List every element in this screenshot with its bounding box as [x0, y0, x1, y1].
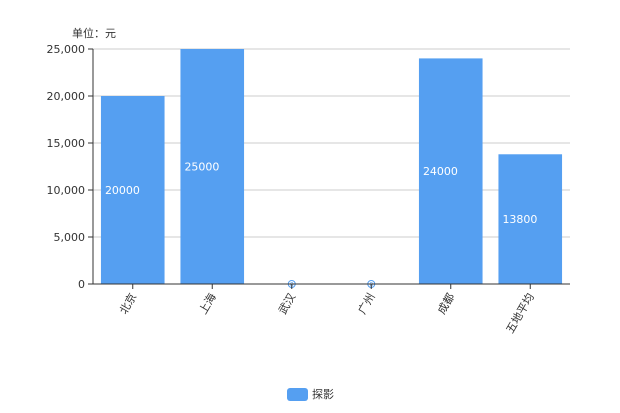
x-tick-label: 上海 — [196, 291, 219, 317]
y-tick-label: 5,000 — [54, 231, 86, 244]
bar-value-label: 20000 — [105, 184, 140, 197]
y-tick-label: 25,000 — [47, 43, 86, 56]
unit-label: 单位：元 — [72, 26, 116, 40]
bar-value-label: 24000 — [423, 165, 458, 178]
x-tick-label: 北京 — [116, 291, 139, 317]
legend[interactable]: 探影 — [287, 388, 334, 401]
y-axis: 0 5,000 10,000 15,000 20,000 25,000 — [47, 43, 94, 291]
x-tick-label: 五地平均 — [504, 291, 537, 336]
y-tick-label: 0 — [78, 278, 85, 291]
bar-value-label: 25000 — [184, 161, 219, 174]
bars: 2000025000002400013800 — [100, 49, 563, 289]
bar[interactable] — [498, 154, 563, 284]
bar[interactable] — [180, 49, 245, 284]
y-tick-label: 10,000 — [47, 184, 86, 197]
x-tick-label: 武汉 — [276, 291, 298, 317]
x-tick-label: 成都 — [435, 291, 457, 317]
bar[interactable] — [418, 58, 483, 285]
x-axis: 北京 上海 武汉 广州 成都 五地平均 — [93, 283, 570, 336]
legend-swatch[interactable] — [287, 388, 308, 401]
y-tick-label: 15,000 — [47, 137, 86, 150]
gridlines — [93, 48, 570, 238]
bar-value-label: 13800 — [502, 213, 537, 226]
legend-label[interactable]: 探影 — [312, 388, 334, 401]
bar[interactable] — [100, 96, 165, 284]
x-tick-label: 广州 — [356, 291, 378, 317]
y-tick-label: 20,000 — [47, 90, 86, 103]
